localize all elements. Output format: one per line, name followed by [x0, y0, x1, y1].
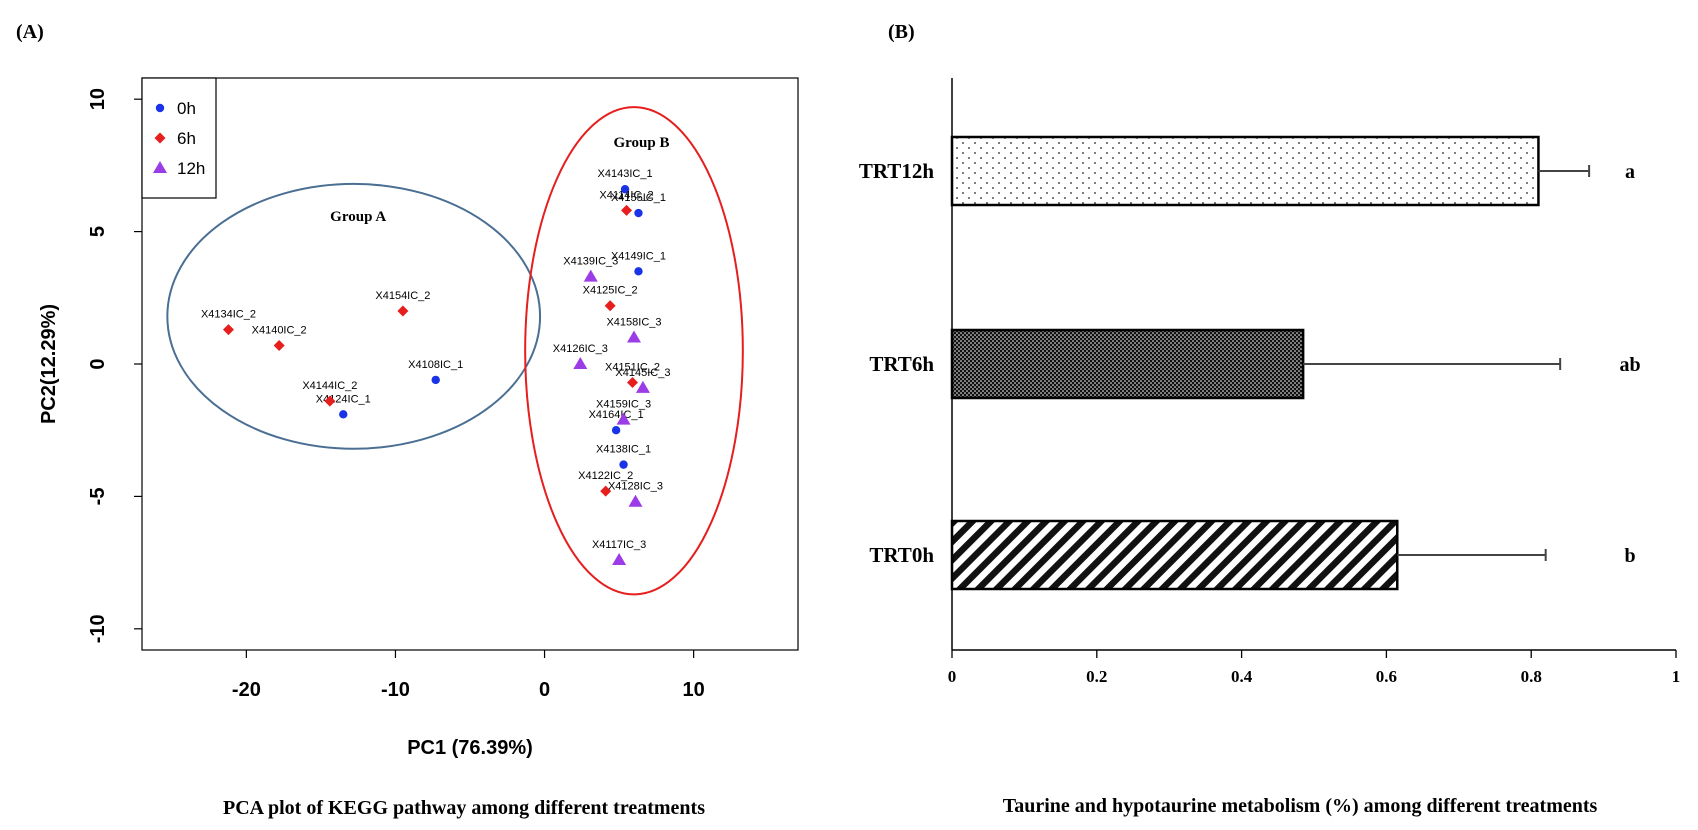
pca-y-tick-label: -10: [87, 614, 109, 643]
legend-marker-0h: [155, 103, 165, 113]
panel-a-label: (A): [16, 21, 44, 43]
pca-y-tick-label: 10: [87, 88, 109, 110]
pca-point-0h: [634, 267, 643, 276]
pca-point-6h: [604, 300, 616, 312]
pca-point-0h: [431, 375, 440, 385]
pca-point-6h: [627, 377, 639, 389]
pca-x-tick-label: -10: [381, 679, 410, 701]
bar-x-tick-label: 0.8: [1521, 667, 1542, 686]
pca-x-axis-label: PC1 (76.39%): [407, 737, 533, 759]
bar-x-tick-label: 0: [948, 667, 957, 686]
bar-x-tick-label: 0.4: [1231, 667, 1253, 686]
pca-point-0h: [611, 426, 621, 435]
pca-point-label: X4125IC_2: [583, 285, 638, 297]
pca-point-0h: [620, 185, 630, 194]
pca-point-12h: [628, 494, 643, 507]
pca-point-label: X4159IC_3: [596, 399, 651, 411]
bar-category-label: TRT6h: [869, 352, 934, 376]
taurine-bar-chart: 0 0.2 0.4 0.6 0.8 1 TRT12h a TRT6h ab TRT0h b Taur…: [859, 78, 1680, 817]
bar-category-label: TRT12h: [859, 159, 934, 183]
significance-label: ab: [1619, 354, 1640, 376]
pca-point-12h: [635, 380, 650, 393]
pca-point-label: X4139IC_3: [563, 256, 618, 268]
pca-point-label: X4155IC_1: [611, 192, 666, 204]
pca-point-6h: [600, 485, 612, 497]
legend-marker-12h: [153, 161, 167, 173]
pca-point-12h: [616, 412, 631, 425]
pca-point-12h: [612, 552, 627, 565]
bar-x-tick-label: 0.2: [1086, 667, 1107, 686]
pca-point-label: X4143IC_1: [598, 168, 653, 180]
legend-label-0h: 0h: [177, 99, 196, 118]
pca-point-label: X4149IC_1: [611, 250, 666, 262]
pca-y-tick-label: 5: [87, 226, 109, 237]
pca-point-0h: [634, 208, 643, 218]
pca-chart-title: PCA plot of KEGG pathway among different…: [223, 797, 705, 819]
pca-point-label: X4114IC_2: [599, 189, 653, 201]
pca-point-label: X4164IC_1: [589, 409, 644, 421]
pca-point-label: X4117IC_3: [592, 539, 646, 551]
group-a-label: Group A: [330, 209, 386, 225]
bar-chart-title: Taurine and hypotaurine metabolism (%) a…: [1003, 795, 1598, 817]
legend-marker-6h: [154, 132, 166, 144]
pca-point-6h: [273, 339, 285, 351]
pca-point-0h: [339, 410, 348, 419]
pca-point-label: X4145IC_3: [615, 367, 670, 379]
legend-box: [141, 77, 217, 199]
pca-plot-frame: [141, 77, 799, 651]
pca-point-label: X4158IC_3: [606, 317, 661, 329]
pca-point-label: X4140IC_2: [252, 324, 307, 336]
pca-point-label: X4138IC_1: [596, 444, 651, 456]
significance-label: b: [1624, 545, 1635, 567]
legend-label-12h: 12h: [177, 159, 205, 178]
pca-point-label: X4128IC_3: [608, 481, 663, 493]
pca-y-tick-label: -5: [87, 488, 109, 506]
pca-point-0h: [619, 460, 628, 469]
panel-b-label: (B): [888, 21, 915, 43]
bar-trt0h: [950, 519, 1399, 591]
pca-x-tick-label: 10: [683, 679, 705, 701]
significance-label: a: [1625, 161, 1635, 183]
pca-point-6h: [222, 324, 234, 336]
pca-legend: 0h 6h 12h: [141, 77, 217, 199]
bar-x-tick-label: 0.6: [1376, 667, 1397, 686]
pca-point-label: X4134IC_2: [201, 309, 256, 321]
group-a-ellipse: [166, 182, 542, 450]
bar-trt6h: [950, 328, 1305, 400]
pca-chart: Group A Group B -20 -10 0 10 -10 -5 0 5 10 X4108I…: [38, 77, 799, 819]
group-b-ellipse: [524, 106, 744, 596]
pca-point-6h: [397, 305, 409, 317]
pca-point-label: X4154IC_2: [375, 290, 430, 302]
pca-y-axis-label: PC2(12.29%): [38, 304, 60, 424]
pca-x-tick-label: 0: [539, 679, 550, 701]
pca-point-label: X4108IC_1: [408, 359, 463, 371]
pca-point-12h: [573, 357, 588, 369]
legend-label-6h: 6h: [177, 129, 196, 148]
pca-point-label: X4124IC_1: [316, 393, 371, 405]
pca-point-6h: [324, 395, 336, 407]
pca-point-label: X4144IC_2: [302, 380, 357, 392]
pca-x-tick-label: -20: [232, 679, 261, 701]
pca-point-12h: [627, 330, 641, 343]
pca-point-label: X4126IC_3: [553, 343, 608, 355]
pca-point-label: X4151IC_2: [605, 362, 660, 374]
pca-point-6h: [621, 204, 633, 216]
bar-x-tick-label: 1: [1672, 667, 1681, 686]
bar-trt12h: [950, 135, 1540, 207]
group-b-label: Group B: [613, 135, 669, 151]
bar-category-label: TRT0h: [869, 543, 934, 567]
pca-point-12h: [583, 269, 598, 282]
pca-y-tick-label: 0: [87, 358, 109, 369]
pca-point-label: X4122IC_2: [578, 470, 633, 482]
